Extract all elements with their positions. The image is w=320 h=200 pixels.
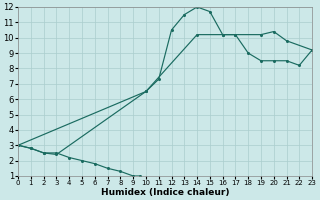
X-axis label: Humidex (Indice chaleur): Humidex (Indice chaleur) [101,188,229,197]
